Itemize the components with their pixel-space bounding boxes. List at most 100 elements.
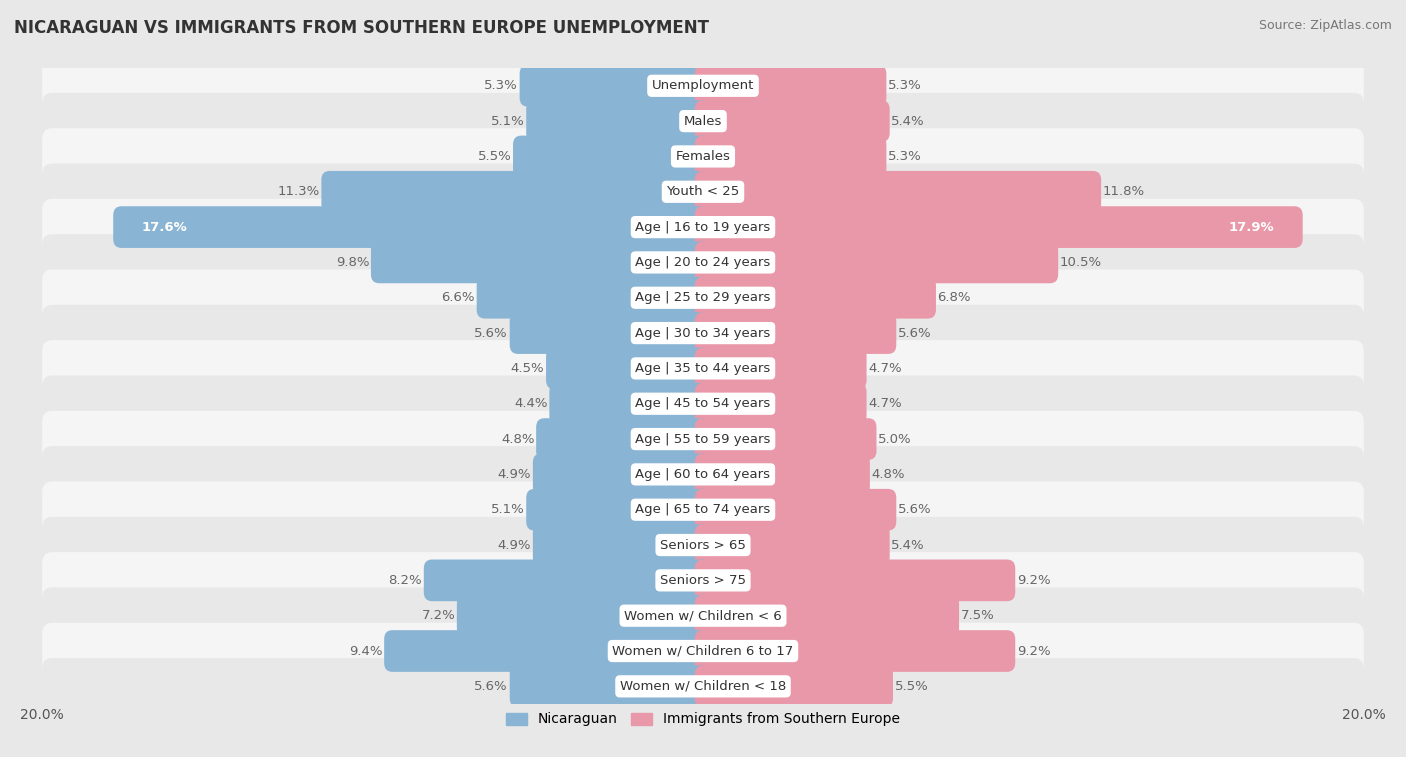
Text: 4.9%: 4.9% [498,538,531,552]
Text: Seniors > 75: Seniors > 75 [659,574,747,587]
Text: 5.1%: 5.1% [491,503,524,516]
FancyBboxPatch shape [695,171,1101,213]
FancyBboxPatch shape [42,234,1364,291]
Text: 5.6%: 5.6% [898,503,932,516]
FancyBboxPatch shape [695,595,959,637]
FancyBboxPatch shape [42,340,1364,397]
FancyBboxPatch shape [42,164,1364,220]
Text: 4.7%: 4.7% [868,362,901,375]
Text: 4.5%: 4.5% [510,362,544,375]
Text: Females: Females [675,150,731,163]
Text: 8.2%: 8.2% [388,574,422,587]
FancyBboxPatch shape [42,58,1364,114]
Text: Age | 35 to 44 years: Age | 35 to 44 years [636,362,770,375]
FancyBboxPatch shape [42,93,1364,149]
Text: Age | 16 to 19 years: Age | 16 to 19 years [636,220,770,234]
FancyBboxPatch shape [695,206,1303,248]
Text: Women w/ Children < 18: Women w/ Children < 18 [620,680,786,693]
Text: 5.6%: 5.6% [474,680,508,693]
FancyBboxPatch shape [695,241,1059,283]
FancyBboxPatch shape [384,630,711,672]
FancyBboxPatch shape [695,65,886,107]
FancyBboxPatch shape [42,305,1364,361]
Text: 7.5%: 7.5% [960,609,994,622]
FancyBboxPatch shape [42,375,1364,432]
FancyBboxPatch shape [42,481,1364,538]
FancyBboxPatch shape [42,623,1364,679]
Text: 5.3%: 5.3% [484,79,517,92]
FancyBboxPatch shape [695,312,896,354]
Text: 11.3%: 11.3% [277,185,319,198]
FancyBboxPatch shape [42,411,1364,467]
Text: 6.8%: 6.8% [938,291,972,304]
Text: 5.0%: 5.0% [879,432,911,446]
FancyBboxPatch shape [695,453,870,495]
FancyBboxPatch shape [457,595,711,637]
FancyBboxPatch shape [695,347,866,389]
FancyBboxPatch shape [42,446,1364,503]
Text: Age | 30 to 34 years: Age | 30 to 34 years [636,326,770,340]
FancyBboxPatch shape [42,128,1364,185]
FancyBboxPatch shape [533,453,711,495]
Text: 5.3%: 5.3% [889,79,922,92]
Text: 5.4%: 5.4% [891,114,925,128]
FancyBboxPatch shape [42,269,1364,326]
Text: 5.1%: 5.1% [491,114,524,128]
FancyBboxPatch shape [114,206,711,248]
FancyBboxPatch shape [42,658,1364,715]
Text: 11.8%: 11.8% [1102,185,1144,198]
Text: 9.8%: 9.8% [336,256,370,269]
FancyBboxPatch shape [520,65,711,107]
FancyBboxPatch shape [526,489,711,531]
FancyBboxPatch shape [526,100,711,142]
Text: Age | 55 to 59 years: Age | 55 to 59 years [636,432,770,446]
Text: Source: ZipAtlas.com: Source: ZipAtlas.com [1258,19,1392,32]
Text: Males: Males [683,114,723,128]
FancyBboxPatch shape [513,136,711,177]
Text: 5.6%: 5.6% [474,326,508,340]
Text: NICARAGUAN VS IMMIGRANTS FROM SOUTHERN EUROPE UNEMPLOYMENT: NICARAGUAN VS IMMIGRANTS FROM SOUTHERN E… [14,19,709,37]
Text: 6.6%: 6.6% [441,291,475,304]
FancyBboxPatch shape [42,517,1364,573]
Text: 5.4%: 5.4% [891,538,925,552]
FancyBboxPatch shape [550,383,711,425]
FancyBboxPatch shape [533,524,711,566]
Text: Seniors > 65: Seniors > 65 [659,538,747,552]
FancyBboxPatch shape [695,383,866,425]
Text: 4.9%: 4.9% [498,468,531,481]
Text: 4.7%: 4.7% [868,397,901,410]
Text: 4.8%: 4.8% [872,468,905,481]
FancyBboxPatch shape [695,489,896,531]
Text: Age | 25 to 29 years: Age | 25 to 29 years [636,291,770,304]
Text: Women w/ Children 6 to 17: Women w/ Children 6 to 17 [613,644,793,658]
Text: 9.2%: 9.2% [1017,574,1050,587]
FancyBboxPatch shape [42,587,1364,644]
Text: 9.4%: 9.4% [349,644,382,658]
FancyBboxPatch shape [322,171,711,213]
FancyBboxPatch shape [371,241,711,283]
FancyBboxPatch shape [695,630,1015,672]
Text: Age | 60 to 64 years: Age | 60 to 64 years [636,468,770,481]
FancyBboxPatch shape [510,312,711,354]
FancyBboxPatch shape [695,100,890,142]
FancyBboxPatch shape [695,136,886,177]
Text: Youth < 25: Youth < 25 [666,185,740,198]
FancyBboxPatch shape [423,559,711,601]
FancyBboxPatch shape [546,347,711,389]
FancyBboxPatch shape [695,524,890,566]
Text: 10.5%: 10.5% [1060,256,1102,269]
Text: 5.5%: 5.5% [478,150,512,163]
FancyBboxPatch shape [695,418,876,460]
Text: 17.9%: 17.9% [1229,220,1275,234]
Text: Unemployment: Unemployment [652,79,754,92]
Text: Women w/ Children < 6: Women w/ Children < 6 [624,609,782,622]
FancyBboxPatch shape [695,559,1015,601]
Text: 5.5%: 5.5% [894,680,928,693]
Text: 5.6%: 5.6% [898,326,932,340]
Text: 17.6%: 17.6% [141,220,187,234]
FancyBboxPatch shape [42,199,1364,255]
Text: 4.4%: 4.4% [515,397,548,410]
FancyBboxPatch shape [695,665,893,707]
FancyBboxPatch shape [536,418,711,460]
FancyBboxPatch shape [42,552,1364,609]
